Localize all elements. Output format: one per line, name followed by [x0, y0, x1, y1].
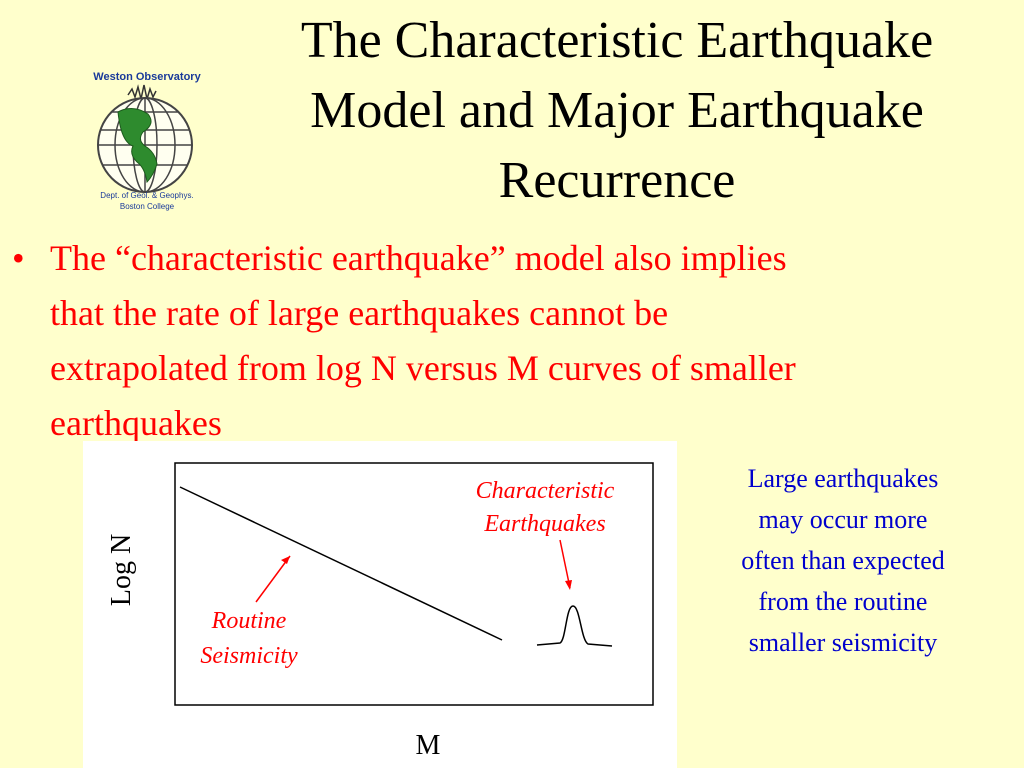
plot-frame: [174, 462, 654, 706]
logo: Weston Observatory Dept. of Geol. & Geop…: [93, 71, 201, 211]
bullet-line: extrapolated from log N versus M curves …: [50, 348, 796, 388]
x-axis-label: M: [416, 730, 441, 761]
note-line: Large earthquakes: [748, 464, 939, 493]
note-line: may occur more: [759, 505, 928, 534]
arrow: [255, 555, 291, 603]
side-note: Large earthquakes may occur more often tha…: [741, 464, 945, 657]
title-line: The Characteristic Earthquake: [301, 12, 933, 69]
logo-school: Boston College: [120, 202, 175, 211]
bullet-text: The “characteristic earthquake” model al…: [50, 238, 796, 443]
arrow-head: [565, 580, 572, 590]
logo-name: Weston Observatory: [93, 71, 201, 83]
bullet-line: that the rate of large earthquakes canno…: [50, 293, 668, 333]
diagram: Log N M Characteristic Earthquakes Routi…: [83, 441, 677, 768]
note-line: from the routine: [759, 587, 928, 616]
continent: [117, 108, 158, 184]
annotation: Seismicity: [200, 643, 298, 669]
bullet-marker: •: [12, 238, 25, 278]
seismogram: [127, 84, 157, 100]
title-line: Recurrence: [499, 152, 736, 209]
note-line: smaller seismicity: [749, 628, 937, 657]
annotation: Earthquakes: [483, 511, 605, 537]
bullet-line: The “characteristic earthquake” model al…: [50, 238, 787, 278]
logo-dept: Dept. of Geol. & Geophys.: [100, 191, 193, 200]
arrow: [559, 539, 571, 589]
note-line: often than expected: [741, 546, 945, 575]
title: The Characteristic Earthquake Model and M…: [301, 12, 933, 209]
annotation: Routine: [211, 608, 287, 634]
bullet-line: earthquakes: [50, 403, 222, 443]
y-axis-label: Log N: [106, 534, 137, 606]
characteristic-peak: [536, 605, 613, 647]
gr-line: [179, 486, 503, 641]
diagram-background: [83, 441, 677, 768]
annotation: Characteristic: [476, 478, 615, 504]
title-line: Model and Major Earthquake: [310, 82, 924, 139]
arrow-head: [281, 556, 290, 564]
